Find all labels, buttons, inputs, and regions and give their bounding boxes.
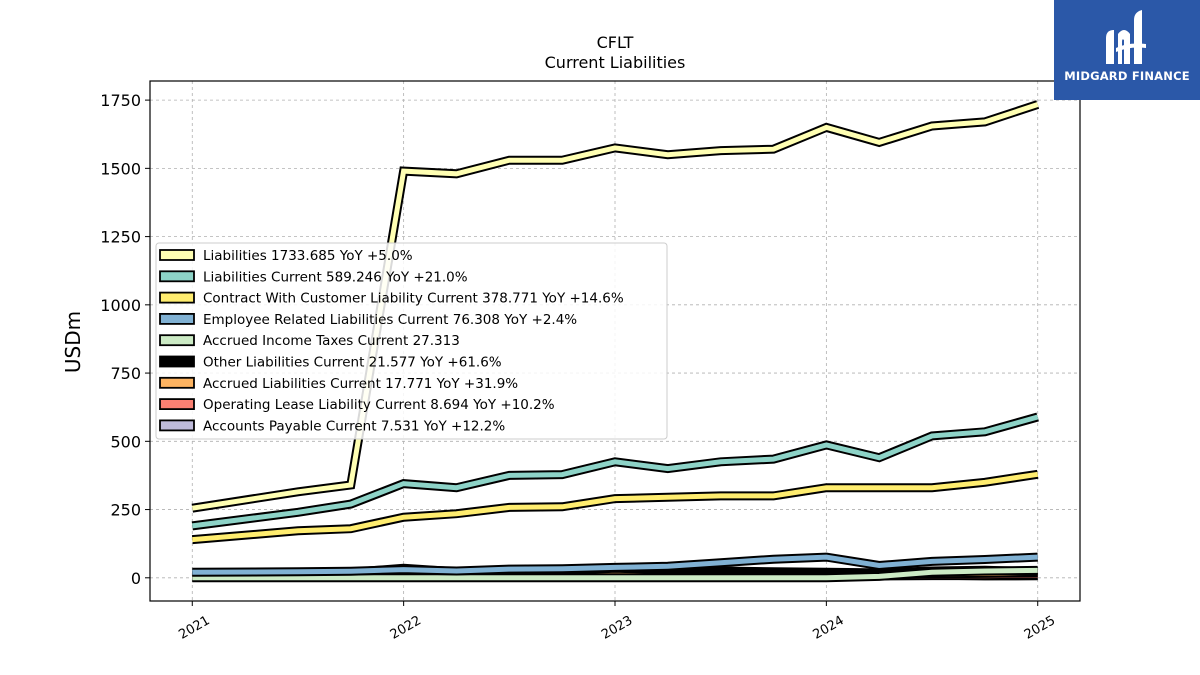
- legend-entry: Accrued Income Taxes Current 27.313: [203, 333, 460, 349]
- legend-entry: Other Liabilities Current 21.577 YoY +61…: [203, 355, 502, 371]
- legend-entry: Employee Related Liabilities Current 76.…: [203, 312, 577, 328]
- legend-swatch: [159, 398, 195, 411]
- legend-entry: Liabilities Current 589.246 YoY +21.0%: [203, 269, 468, 285]
- chart-title: CFLT: [597, 33, 634, 52]
- series-line: [192, 554, 1038, 575]
- y-axis-label: USDm: [61, 311, 85, 373]
- y-tick-label: 1750: [100, 91, 141, 110]
- y-tick-label: 1250: [100, 228, 141, 247]
- legend-swatch: [159, 376, 195, 389]
- legend-entry: Contract With Customer Liability Current…: [203, 291, 624, 307]
- series-line: [192, 567, 1038, 581]
- legend-entry: Accounts Payable Current 7.531 YoY +12.2…: [203, 418, 505, 434]
- chart-subtitle: Current Liabilities: [545, 53, 686, 72]
- legend-entry: Liabilities 1733.685 YoY +5.0%: [203, 248, 413, 264]
- legend-swatch: [159, 291, 195, 304]
- x-tick-label: 2023: [599, 613, 635, 643]
- legend-swatch: [159, 249, 195, 261]
- y-tick-label: 750: [110, 364, 141, 383]
- y-tick-label: 1500: [100, 159, 141, 178]
- legend-swatch: [159, 419, 195, 432]
- y-tick-label: 1000: [100, 296, 141, 315]
- legend: Liabilities 1733.685 YoY +5.0% Liabilitie…: [155, 242, 668, 440]
- legend-entry: Accrued Liabilities Current 17.771 YoY +…: [203, 376, 518, 392]
- y-tick-label: 500: [110, 432, 141, 451]
- legend-swatch: [159, 334, 195, 347]
- y-tick-label: 0: [131, 569, 141, 588]
- x-tick-label: 2021: [176, 613, 212, 643]
- brand-logo: MIDGARD FINANCE: [1054, 0, 1200, 100]
- legend-entry: Operating Lease Liability Current 8.694 …: [203, 397, 555, 413]
- series-line: [192, 471, 1039, 543]
- x-tick-label: 2022: [388, 613, 424, 643]
- legend-swatch: [159, 270, 195, 283]
- x-tick-label: 2025: [1022, 613, 1058, 643]
- midgard-logo-icon: [1106, 10, 1146, 64]
- logo-text: MIDGARD FINANCE: [1064, 69, 1190, 83]
- legend-swatch: [159, 312, 195, 325]
- legend-swatch: [159, 355, 195, 368]
- series-line: [191, 414, 1039, 529]
- y-tick-label: 250: [110, 501, 141, 520]
- legend-box: [155, 242, 668, 440]
- x-tick-label: 2024: [811, 613, 847, 643]
